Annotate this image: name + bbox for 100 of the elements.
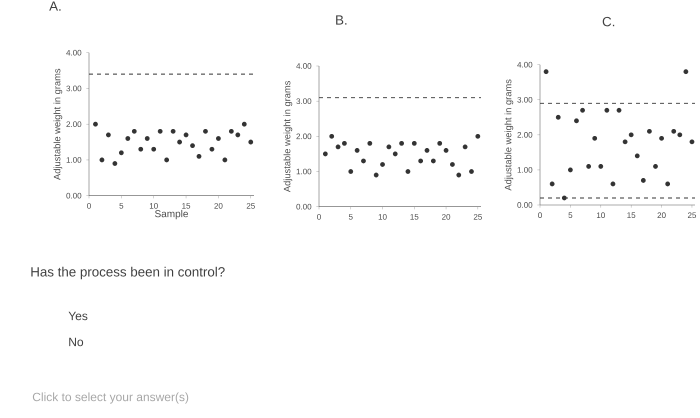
- x-tick-label: 5: [348, 214, 353, 220]
- point: [671, 128, 676, 134]
- point: [610, 182, 616, 186]
- point: [100, 158, 104, 162]
- y-tick-label: 3.00: [66, 86, 82, 92]
- point: [592, 136, 598, 141]
- point: [544, 69, 548, 74]
- point: [424, 148, 430, 153]
- y-tick-label: 0.00: [517, 202, 532, 208]
- x-tick-label: 20: [214, 203, 223, 209]
- point: [118, 150, 124, 156]
- y-tick-label: 4.00: [66, 50, 82, 56]
- y-axis-title: Adjustable weight in grams: [504, 79, 514, 191]
- point: [653, 164, 658, 169]
- y-axis-title: Adjustable weight in grams: [54, 68, 62, 180]
- point: [406, 169, 410, 174]
- x-tick-label: 15: [410, 214, 418, 220]
- point: [354, 148, 360, 153]
- x-tick-label: 5: [119, 203, 124, 209]
- point: [580, 108, 585, 113]
- x-tick-label: 0: [538, 212, 542, 218]
- text: Click to select your answer(s): [32, 392, 188, 404]
- y-tick-label: 0.00: [66, 192, 82, 199]
- point: [586, 164, 592, 169]
- point: [170, 128, 176, 134]
- point: [659, 136, 664, 141]
- y-tick-label: 4.00: [296, 63, 312, 69]
- x-tick-label: 5: [568, 212, 572, 218]
- point: [450, 162, 455, 167]
- point: [647, 128, 652, 134]
- chart-title: C.: [602, 16, 614, 26]
- point: [125, 136, 130, 141]
- point: [412, 140, 417, 146]
- point: [418, 158, 424, 164]
- x-tick-label: 25: [474, 214, 482, 220]
- x-tick-label: 20: [658, 212, 666, 218]
- point: [677, 132, 682, 138]
- point: [177, 140, 182, 144]
- x-tick-label: 10: [150, 203, 158, 209]
- point: [322, 152, 328, 156]
- point: [399, 140, 404, 146]
- y-tick-label: 2.00: [517, 132, 532, 138]
- text: Yes: [68, 312, 88, 320]
- point: [132, 128, 137, 134]
- y-tick-label: 3.00: [296, 98, 312, 104]
- point: [203, 128, 208, 134]
- point: [574, 118, 579, 124]
- text: No: [69, 338, 84, 346]
- point: [210, 146, 214, 152]
- point: [342, 140, 347, 146]
- point: [228, 128, 234, 134]
- point: [568, 168, 573, 172]
- x-tick-label: 15: [182, 203, 190, 209]
- x-tick-label: 25: [246, 203, 255, 209]
- point: [616, 108, 622, 113]
- y-tick-label: 3.00: [517, 96, 532, 103]
- y-tick-label: 2.00: [66, 121, 82, 128]
- point: [640, 178, 646, 183]
- y-tick-label: 4.00: [517, 62, 532, 68]
- chart-title: B.: [336, 15, 346, 25]
- point: [444, 148, 448, 153]
- point: [112, 161, 118, 166]
- x-tick-label: 10: [378, 214, 387, 220]
- point: [216, 136, 221, 141]
- point: [665, 182, 670, 186]
- point: [151, 146, 156, 152]
- point: [374, 172, 379, 178]
- point: [164, 158, 170, 162]
- point: [604, 108, 610, 113]
- point: [144, 136, 150, 141]
- x-axis-title: Sample: [155, 210, 188, 220]
- point: [329, 134, 334, 139]
- point: [242, 122, 247, 127]
- point: [550, 182, 555, 186]
- point: [634, 153, 640, 158]
- point: [475, 134, 480, 139]
- point: [235, 132, 240, 138]
- y-tick-label: 1.00: [518, 167, 532, 173]
- point: [462, 144, 468, 150]
- y-tick-label: 2.00: [296, 134, 312, 140]
- x-tick-label: 0: [317, 214, 321, 220]
- point: [437, 140, 442, 146]
- point: [628, 132, 634, 138]
- point: [392, 152, 398, 156]
- point: [184, 132, 188, 138]
- y-axis-title: Adjustable weight in grams: [284, 80, 292, 192]
- point: [138, 146, 144, 152]
- point: [430, 158, 436, 164]
- point: [598, 164, 604, 169]
- point: [562, 196, 567, 200]
- point: [158, 128, 163, 134]
- point: [622, 139, 628, 144]
- point: [190, 143, 195, 148]
- chart-title: A.: [49, 1, 61, 11]
- point: [683, 69, 688, 74]
- point: [106, 132, 111, 138]
- x-tick-label: 0: [87, 203, 91, 209]
- point: [456, 172, 462, 178]
- point: [386, 144, 392, 150]
- x-tick-label: 25: [688, 212, 696, 218]
